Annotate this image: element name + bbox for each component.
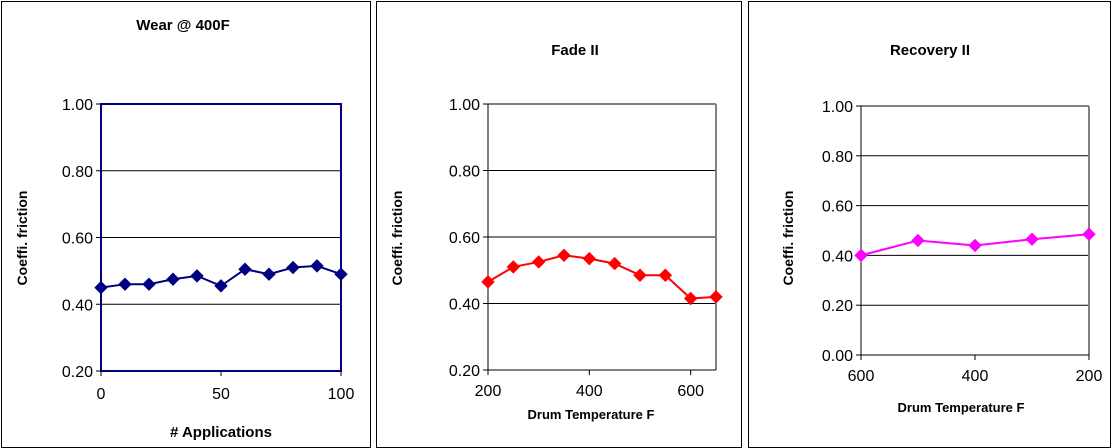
chart-panel-3: 0.00 0.20 0.40 0.60 0.80 1.00 600 400 200 Recover… <box>748 1 1111 448</box>
x-tick-label: 100 <box>328 386 355 403</box>
data-point-marker <box>911 233 925 248</box>
x-tick-label: 200 <box>1076 368 1103 385</box>
x-tick-label: 50 <box>212 386 230 403</box>
y-tick-label: 1.00 <box>449 97 480 114</box>
y-tick-label: 0.20 <box>822 298 853 315</box>
data-point-marker <box>968 238 982 253</box>
y-tick-label: 0.40 <box>449 297 480 314</box>
y-tick-label: 0.60 <box>62 231 93 248</box>
x-tick-label: 400 <box>576 383 603 400</box>
data-point-marker <box>238 262 252 276</box>
y-tick-label: 0.20 <box>449 363 480 380</box>
data-point-marker <box>286 260 300 275</box>
data-point-marker <box>1082 227 1096 241</box>
x-axis-label: Drum Temperature F <box>528 407 655 422</box>
data-point-marker <box>709 290 723 304</box>
data-point-marker <box>607 256 622 271</box>
chart-panel-1: 0.20 0.40 0.60 0.80 1.00 0 50 100 Wear @ 400F # A… <box>1 1 371 448</box>
x-tick-label: 600 <box>848 368 875 385</box>
y-tick-label: 0.20 <box>62 364 93 381</box>
data-point-marker <box>262 267 276 281</box>
y-axis-label: Coeffi. friction <box>389 191 405 286</box>
y-tick-label: 0.00 <box>822 348 853 365</box>
data-point-marker <box>142 277 156 291</box>
y-tick-label: 0.40 <box>822 248 853 265</box>
x-axis-label: # Applications <box>170 424 272 441</box>
data-point-marker <box>683 291 698 306</box>
x-tick-label: 400 <box>962 368 989 385</box>
data-point-marker <box>481 275 495 289</box>
data-point-marker <box>633 268 647 282</box>
data-point-marker <box>506 260 521 274</box>
chart-title: Fade II <box>551 42 599 59</box>
data-point-marker <box>334 267 348 281</box>
data-point-marker <box>531 255 546 269</box>
data-point-marker <box>166 272 180 286</box>
y-tick-label: 1.00 <box>62 97 93 114</box>
series-line <box>487 254 717 300</box>
data-point-marker <box>582 251 597 266</box>
y-tick-label: 0.60 <box>449 230 480 247</box>
data-point-marker <box>214 279 228 293</box>
data-point-marker <box>658 268 673 282</box>
y-tick-label: 0.60 <box>822 199 853 216</box>
x-tick-label: 200 <box>475 383 502 400</box>
data-point-marker <box>94 280 108 295</box>
y-tick-label: 0.40 <box>62 297 93 314</box>
y-axis-label: Coeffi. friction <box>780 191 796 286</box>
y-tick-label: 1.00 <box>822 99 853 116</box>
data-point-marker <box>1025 232 1039 246</box>
chart-title: Wear @ 400F <box>136 17 230 34</box>
data-point-marker <box>118 277 132 291</box>
y-tick-label: 0.80 <box>449 164 480 181</box>
data-point-marker <box>190 269 204 283</box>
x-tick-label: 0 <box>97 386 106 403</box>
x-tick-label: 600 <box>677 383 704 400</box>
y-axis-label: Coeffi. friction <box>14 191 30 286</box>
y-tick-label: 0.80 <box>62 164 93 181</box>
y-tick-label: 0.80 <box>822 149 853 166</box>
chart-title: Recovery II <box>890 42 970 59</box>
data-point-marker <box>854 248 868 263</box>
x-axis-label: Drum Temperature F <box>898 400 1025 415</box>
chart-panel-2: 0.20 0.40 0.60 0.80 1.00 200 400 600 Fade II Drum… <box>376 1 742 448</box>
chart-frame <box>1 1 371 448</box>
chart-frame <box>748 1 1111 448</box>
data-point-marker <box>310 259 324 273</box>
data-point-marker <box>557 248 571 262</box>
chart-frame <box>376 1 742 448</box>
